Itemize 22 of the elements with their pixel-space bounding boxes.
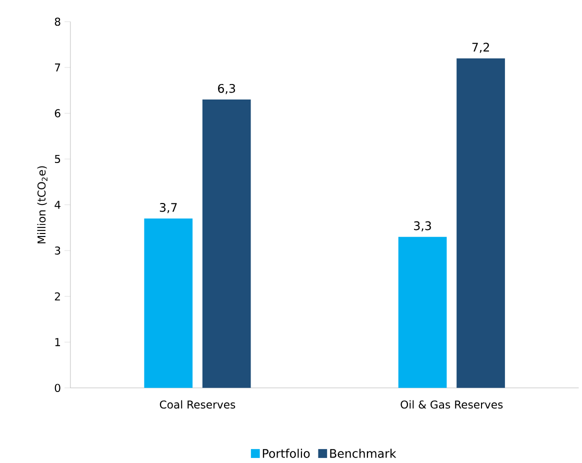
data-label: 3,7 bbox=[160, 202, 177, 214]
legend-label: Benchmark bbox=[330, 448, 396, 458]
bar bbox=[202, 99, 251, 388]
legend-label: Portfolio bbox=[262, 448, 310, 458]
bar bbox=[144, 218, 193, 388]
y-tick-label: 0 bbox=[54, 384, 60, 392]
y-tick-label: 3 bbox=[54, 246, 60, 255]
data-label: 6,3 bbox=[218, 84, 236, 94]
y-tick-label: 6 bbox=[54, 109, 60, 118]
data-label: 7,2 bbox=[472, 42, 489, 53]
y-tick-label: 5 bbox=[54, 154, 60, 163]
y-axis-title: Million (tCO$_{2}$e) bbox=[37, 166, 48, 244]
data-label: 3,3 bbox=[414, 221, 431, 232]
y-tick-label: 2 bbox=[54, 292, 60, 300]
bar bbox=[456, 58, 505, 388]
y-tick-label: 1 bbox=[55, 338, 60, 346]
x-tick-label: Coal Reserves bbox=[160, 400, 236, 409]
bar bbox=[398, 236, 447, 388]
x-tick-label: Oil & Gas Reserves bbox=[400, 400, 503, 409]
y-tick-label: 8 bbox=[54, 18, 60, 26]
y-tick-label: 7 bbox=[55, 63, 60, 72]
y-tick-label: 4 bbox=[54, 200, 60, 209]
